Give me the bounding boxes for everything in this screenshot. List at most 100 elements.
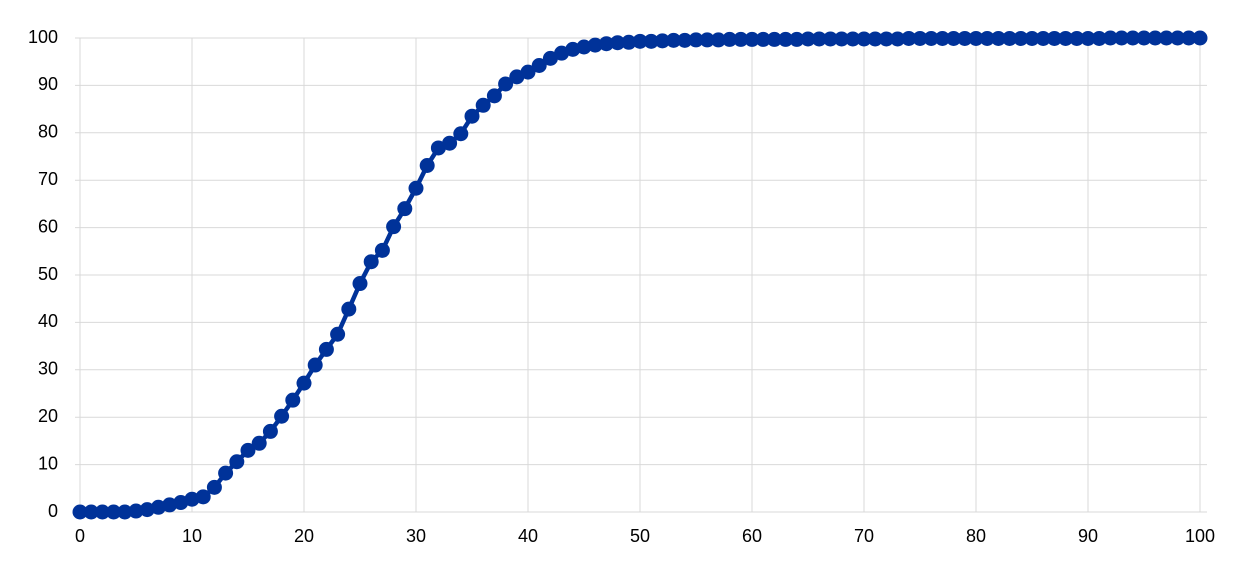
data-point — [621, 34, 637, 50]
data-point — [542, 50, 558, 66]
y-tick-label: 80 — [38, 122, 58, 142]
data-point — [1114, 30, 1130, 46]
data-point — [1102, 30, 1118, 46]
data-point — [565, 41, 581, 57]
data-point — [363, 254, 379, 270]
data-point — [262, 423, 278, 439]
data-point — [1046, 30, 1062, 46]
data-point — [710, 32, 726, 48]
data-point — [1002, 30, 1018, 46]
data-point — [677, 32, 693, 48]
x-tick-label: 90 — [1078, 526, 1098, 546]
data-point — [419, 158, 435, 174]
data-point — [318, 341, 334, 357]
data-point — [94, 504, 110, 520]
y-tick-label: 0 — [48, 501, 58, 521]
data-point — [486, 88, 502, 104]
data-point — [968, 30, 984, 46]
data-point — [946, 30, 962, 46]
data-point — [755, 31, 771, 47]
data-point — [822, 31, 838, 47]
data-point — [1136, 30, 1152, 46]
data-point — [117, 504, 133, 520]
data-point — [218, 465, 234, 481]
data-point — [195, 489, 211, 505]
data-point — [688, 32, 704, 48]
data-point — [778, 31, 794, 47]
y-tick-label: 20 — [38, 406, 58, 426]
data-point — [498, 76, 514, 92]
data-point — [1058, 30, 1074, 46]
data-point — [475, 97, 491, 113]
data-point — [789, 31, 805, 47]
y-tick-label: 70 — [38, 169, 58, 189]
data-point — [1013, 30, 1029, 46]
data-point — [643, 33, 659, 49]
data-point — [856, 31, 872, 47]
data-point — [811, 31, 827, 47]
data-point — [699, 32, 715, 48]
data-point — [610, 35, 626, 51]
data-point — [587, 37, 603, 53]
y-tick-label: 40 — [38, 311, 58, 331]
data-point — [128, 503, 144, 519]
data-point — [352, 276, 368, 292]
data-point — [1158, 30, 1174, 46]
data-point — [296, 375, 312, 391]
data-point — [1125, 30, 1141, 46]
data-point — [72, 504, 88, 520]
data-point — [330, 326, 346, 342]
data-point — [1080, 30, 1096, 46]
y-tick-label: 30 — [38, 359, 58, 379]
data-point — [912, 30, 928, 46]
y-tick-label: 100 — [28, 27, 58, 47]
x-tick-label: 0 — [75, 526, 85, 546]
data-point — [1192, 30, 1208, 46]
data-point — [162, 497, 178, 513]
data-point — [800, 31, 816, 47]
data-point — [1035, 30, 1051, 46]
data-point — [923, 30, 939, 46]
data-point — [307, 357, 323, 373]
data-point — [722, 31, 738, 47]
data-point — [1091, 30, 1107, 46]
data-point — [509, 69, 525, 85]
data-point — [150, 499, 166, 515]
data-point — [834, 31, 850, 47]
data-point — [442, 135, 458, 151]
data-point — [464, 108, 480, 124]
data-point — [957, 30, 973, 46]
data-point — [285, 392, 301, 408]
x-tick-label: 20 — [294, 526, 314, 546]
data-point — [408, 180, 424, 196]
data-point — [1024, 30, 1040, 46]
data-point — [1147, 30, 1163, 46]
data-point — [845, 31, 861, 47]
data-point — [1069, 30, 1085, 46]
data-point — [733, 31, 749, 47]
data-point — [430, 140, 446, 156]
data-point — [867, 31, 883, 47]
data-point — [979, 30, 995, 46]
data-point — [654, 33, 670, 49]
data-point — [341, 301, 357, 317]
data-point — [666, 32, 682, 48]
data-point — [1181, 30, 1197, 46]
data-point — [453, 126, 469, 142]
data-point — [934, 30, 950, 46]
y-tick-label: 60 — [38, 216, 58, 236]
y-tick-label: 90 — [38, 74, 58, 94]
x-tick-label: 10 — [182, 526, 202, 546]
data-point — [990, 30, 1006, 46]
data-point — [206, 479, 222, 495]
x-tick-label: 50 — [630, 526, 650, 546]
data-point — [531, 57, 547, 73]
data-point — [890, 31, 906, 47]
data-point — [251, 435, 267, 451]
data-point — [83, 504, 99, 520]
x-tick-label: 30 — [406, 526, 426, 546]
data-point — [598, 36, 614, 52]
data-point — [274, 408, 290, 424]
data-point — [397, 201, 413, 217]
